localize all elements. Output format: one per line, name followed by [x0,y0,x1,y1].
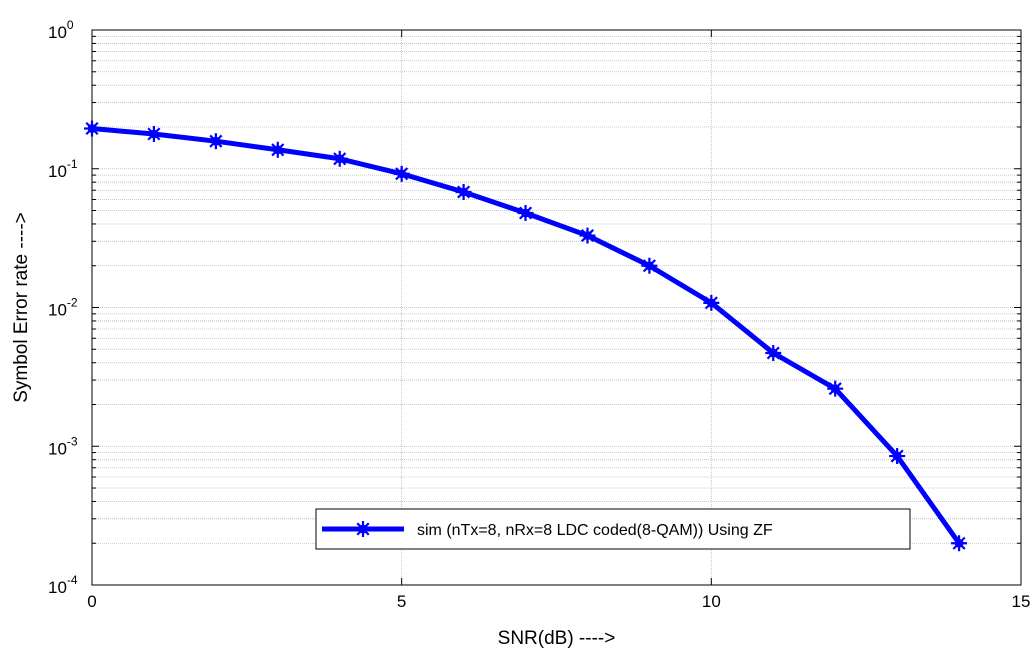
y-tick-label: 10-4 [48,573,78,597]
legend-box [315,508,911,550]
marker-core [149,129,159,139]
y-tick-label: 10-1 [48,157,78,181]
data-point [517,204,534,221]
x-tick-label: 5 [397,592,406,611]
data-point [393,165,410,182]
data-point [951,535,968,552]
marker-core [459,187,468,197]
data-point [331,150,348,167]
data-point [145,126,162,143]
marker-core [892,451,902,461]
marker-core [521,208,530,218]
marker-core [768,348,778,358]
x-tick-label: 10 [702,592,721,611]
marker-core [335,154,345,164]
series-layer [84,120,968,552]
data-point [703,294,720,311]
legend-marker [355,521,371,537]
y-tick-label: 10-2 [48,296,78,320]
marker-core [954,538,964,548]
data-point [355,521,371,537]
marker-core [645,261,654,271]
x-axis-label: SNR(dB) ----> [498,628,616,649]
legend: sim (nTx=8, nRx=8 LDC coded(8-QAM)) Usin… [315,508,911,550]
x-tick-label: 0 [87,592,96,611]
data-point [827,380,844,397]
data-point [641,257,658,274]
data-point [455,183,472,200]
marker-core [397,169,407,179]
x-tick-labels: 0 5 10 15 [87,592,1030,611]
data-point [579,227,596,244]
marker-core [830,384,840,394]
y-tick-label: 10-3 [48,434,78,458]
grid [92,30,1021,585]
axis-ticks [91,29,1022,586]
legend-label: sim (nTx=8, nRx=8 LDC coded(8-QAM)) Usin… [417,522,773,539]
y-axis-label: Symbol Error rate ----> [11,212,32,403]
marker-core [87,124,97,133]
data-point [889,448,906,465]
marker-core [706,298,716,308]
x-tick-label: 15 [1012,592,1031,611]
data-point [84,120,100,137]
y-tick-labels: 10-4 10-3 10-2 10-1 100 [48,18,78,597]
data-point [207,133,224,150]
series-line [91,126,962,545]
data-point [765,344,782,361]
marker-core [211,136,221,146]
marker-core [273,145,283,155]
data-point [269,141,286,158]
y-tick-label: 100 [48,18,74,42]
marker-core [583,231,592,240]
marker-core [358,524,368,534]
